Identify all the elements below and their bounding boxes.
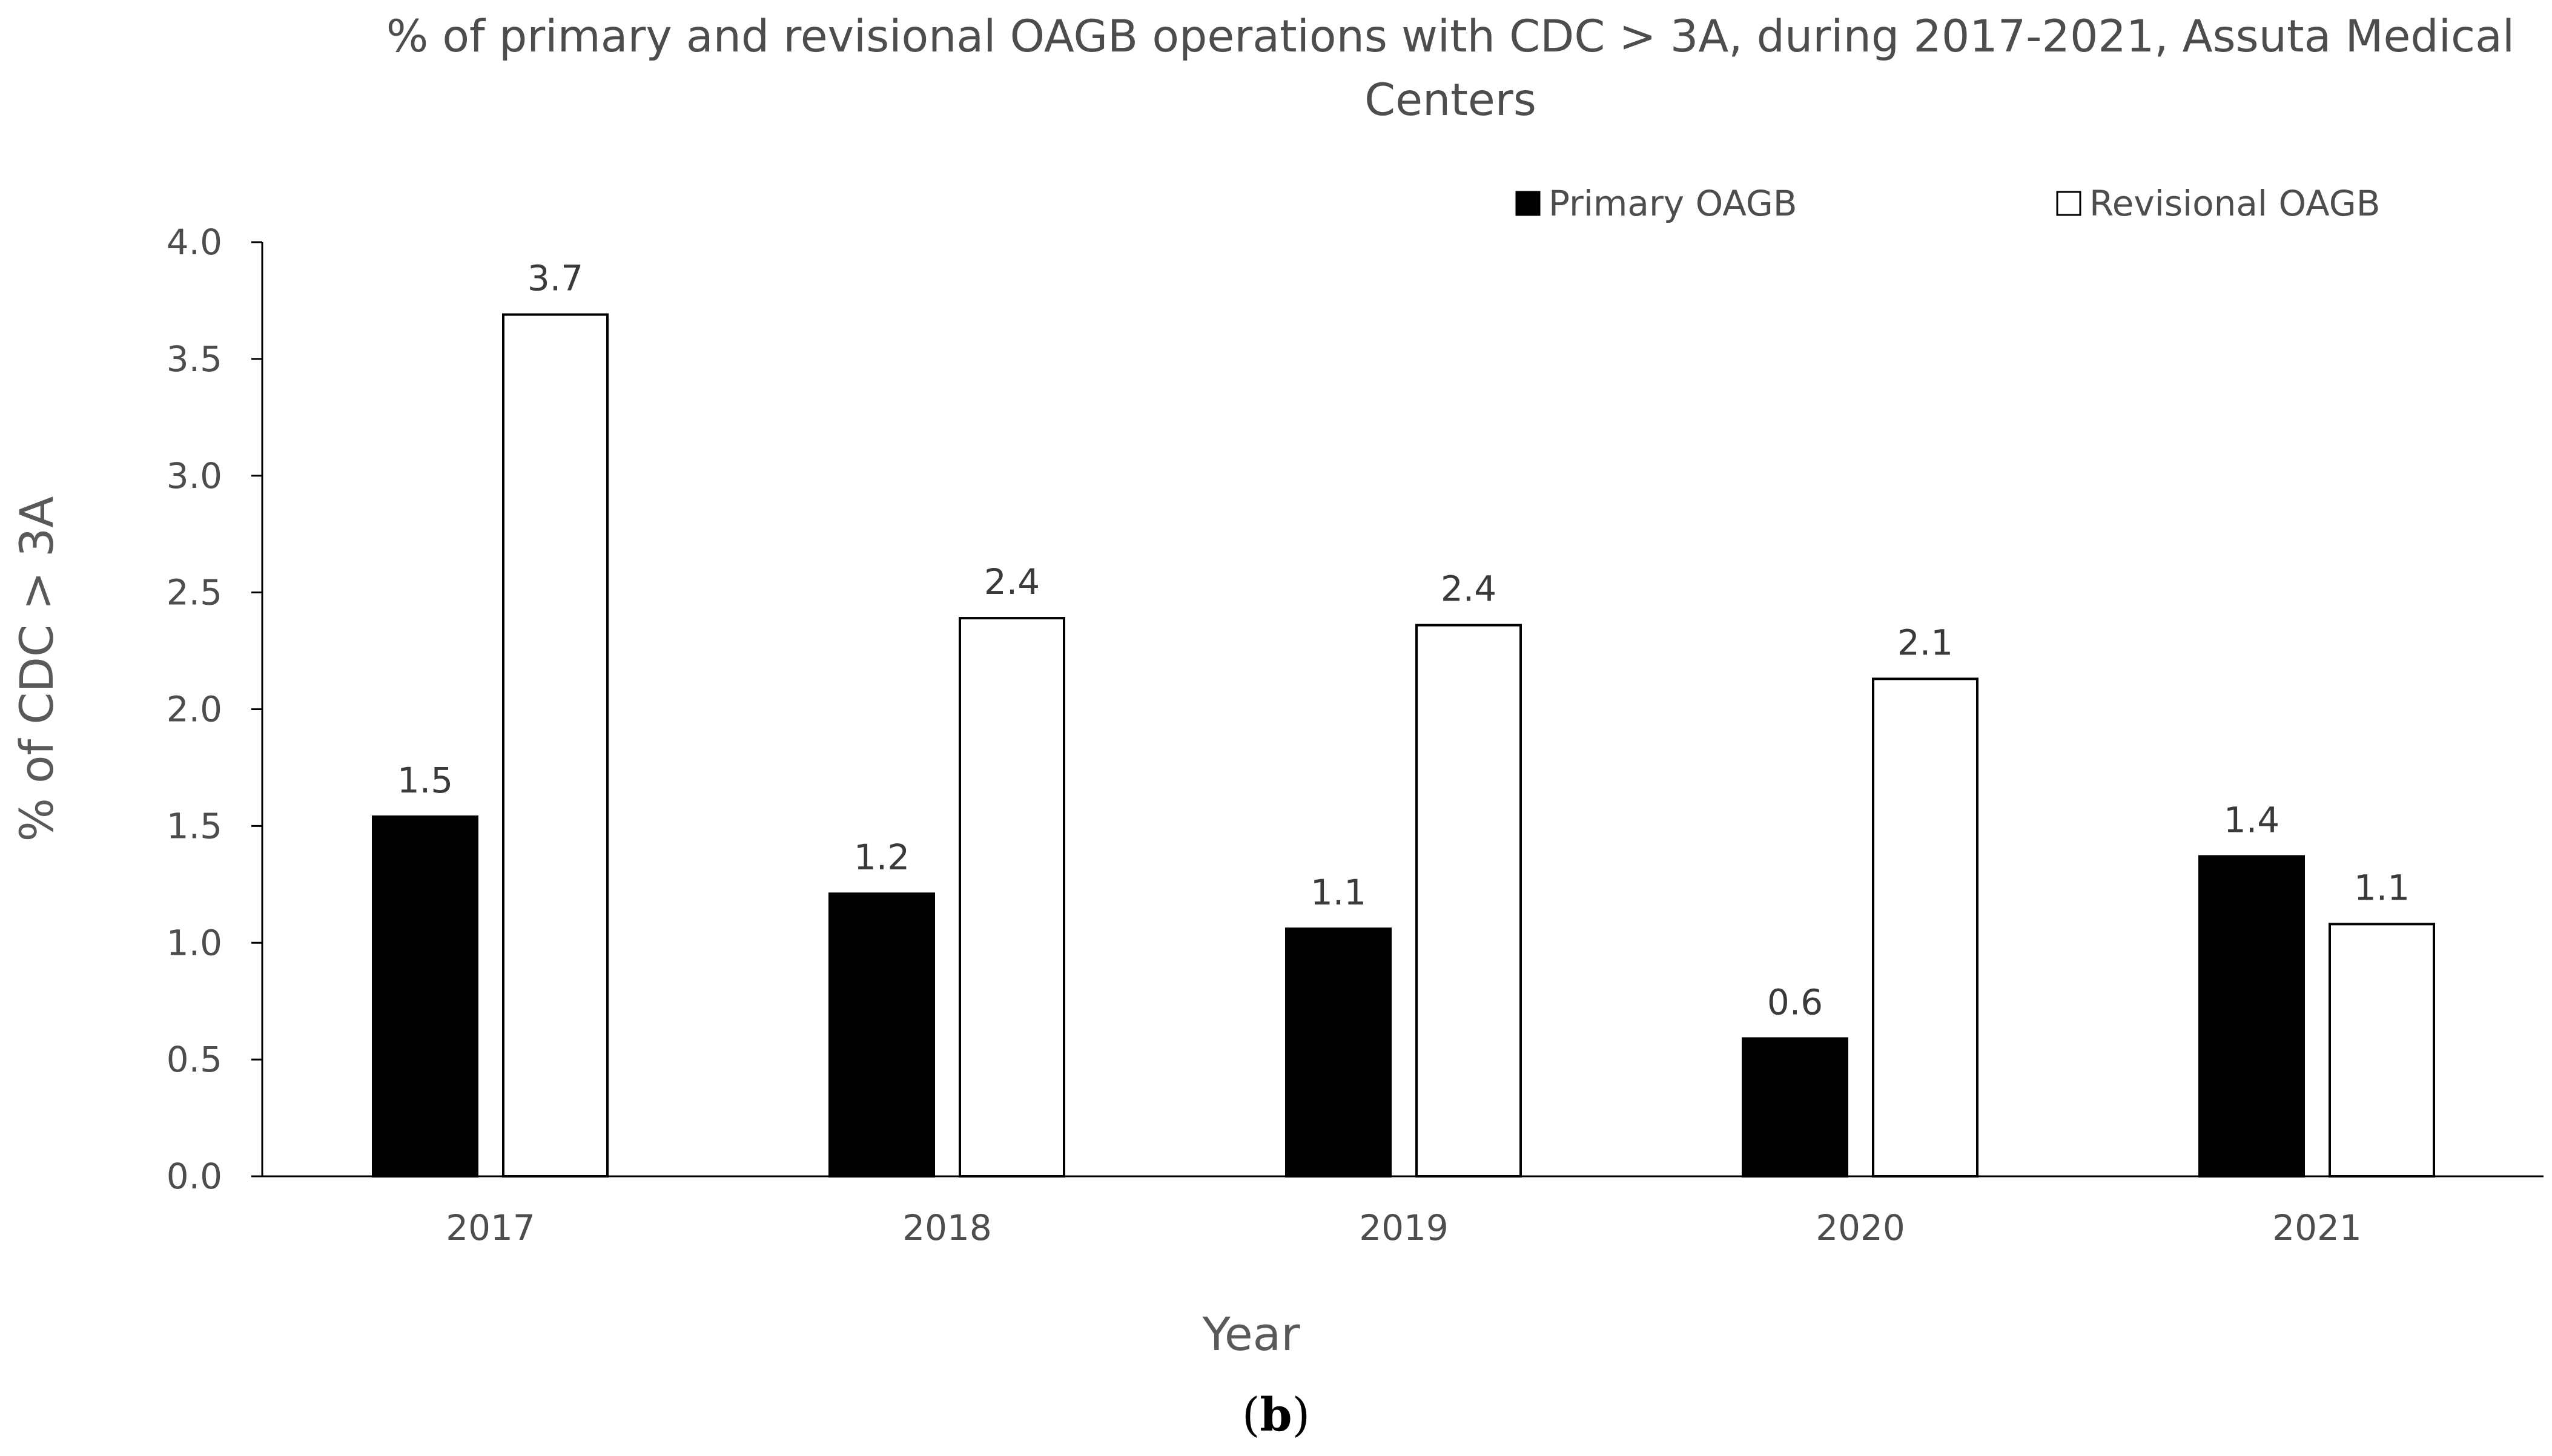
y-tick-label: 2.5 <box>167 572 222 613</box>
legend-swatch-revisional <box>2056 191 2081 216</box>
legend-swatch-primary <box>1515 191 1541 216</box>
bar-primary-2019 <box>1285 927 1392 1178</box>
caption-open-paren: ( <box>1242 1388 1260 1441</box>
bar-data-labels: 1.5 3.7 1.2 2.4 1.1 2.4 0.6 2.1 1.4 1.1 <box>397 258 2410 1023</box>
x-tick-label: 2018 <box>902 1207 992 1248</box>
data-label-revisional-2020: 2.1 <box>1897 622 1953 663</box>
x-ticks: 2017 2018 2019 2020 2021 <box>446 1207 2362 1248</box>
x-axis-label: Year <box>1202 1307 1301 1361</box>
chart-title-line-1: % of primary and revisional OAGB operati… <box>386 11 2514 62</box>
data-label-revisional-2018: 2.4 <box>984 561 1040 602</box>
data-label-revisional-2021: 1.1 <box>2354 867 2410 908</box>
bar-revisional-2018 <box>959 617 1065 1178</box>
y-tick-label: 0.0 <box>167 1156 222 1197</box>
x-tick-label: 2021 <box>2272 1207 2362 1248</box>
caption-letter: b <box>1260 1388 1292 1441</box>
y-tick-label: 3.5 <box>167 338 222 380</box>
y-tick-label: 4.0 <box>167 222 222 263</box>
bar-primary-2018 <box>828 892 935 1178</box>
y-tick-label: 0.5 <box>167 1039 222 1080</box>
bar-primary-2021 <box>2198 855 2305 1178</box>
bars <box>372 313 2435 1178</box>
y-tick-label: 2.0 <box>167 689 222 730</box>
legend-label-primary: Primary OAGB <box>1549 183 1797 224</box>
bar-primary-2020 <box>1742 1037 1848 1178</box>
data-label-primary-2021: 1.4 <box>2224 800 2279 841</box>
x-tick-label: 2019 <box>1359 1207 1449 1248</box>
data-label-revisional-2017: 3.7 <box>527 258 583 299</box>
x-tick-label: 2017 <box>446 1207 535 1248</box>
data-label-primary-2019: 1.1 <box>1311 872 1366 913</box>
data-label-primary-2017: 1.5 <box>397 760 453 801</box>
data-label-primary-2020: 0.6 <box>1767 981 1823 1023</box>
y-axis-label: % of CDC > 3A <box>10 496 64 842</box>
caption-close-paren: ) <box>1292 1388 1311 1441</box>
chart-title-line-2: Centers <box>1364 74 1536 126</box>
y-tick-label: 1.0 <box>167 922 222 963</box>
y-ticks: 0.0 0.5 1.0 1.5 2.0 2.5 3.0 3.5 4.0 <box>167 222 262 1197</box>
figure-caption: (b) <box>1242 1388 1310 1441</box>
legend: Primary OAGB Revisional OAGB <box>1515 183 2381 224</box>
bar-revisional-2021 <box>2329 923 2435 1178</box>
data-label-revisional-2019: 2.4 <box>1441 568 1496 610</box>
bar-revisional-2019 <box>1415 624 1522 1178</box>
bar-revisional-2020 <box>1872 677 1978 1178</box>
bar-revisional-2017 <box>502 313 609 1178</box>
y-tick-label: 1.5 <box>167 805 222 846</box>
x-tick-label: 2020 <box>1816 1207 1905 1248</box>
data-label-primary-2018: 1.2 <box>854 837 910 878</box>
y-tick-label: 3.0 <box>167 455 222 496</box>
bar-primary-2017 <box>372 815 478 1178</box>
legend-label-revisional: Revisional OAGB <box>2089 183 2381 224</box>
